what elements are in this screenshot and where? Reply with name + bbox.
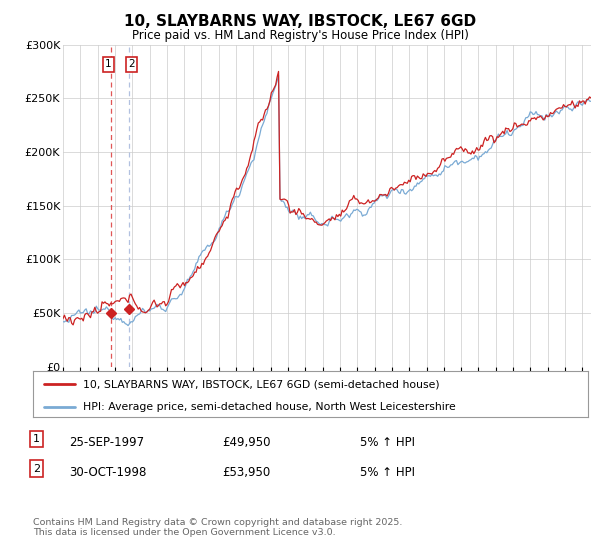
Text: 2: 2	[128, 59, 135, 69]
Text: 2: 2	[33, 464, 40, 474]
Text: £53,950: £53,950	[222, 466, 270, 479]
Text: Price paid vs. HM Land Registry's House Price Index (HPI): Price paid vs. HM Land Registry's House …	[131, 29, 469, 42]
Text: 1: 1	[33, 434, 40, 444]
Text: HPI: Average price, semi-detached house, North West Leicestershire: HPI: Average price, semi-detached house,…	[83, 402, 456, 412]
Text: Contains HM Land Registry data © Crown copyright and database right 2025.
This d: Contains HM Land Registry data © Crown c…	[33, 518, 403, 538]
Text: 10, SLAYBARNS WAY, IBSTOCK, LE67 6GD: 10, SLAYBARNS WAY, IBSTOCK, LE67 6GD	[124, 14, 476, 29]
Text: 5% ↑ HPI: 5% ↑ HPI	[360, 436, 415, 449]
Text: 30-OCT-1998: 30-OCT-1998	[69, 466, 146, 479]
Text: 5% ↑ HPI: 5% ↑ HPI	[360, 466, 415, 479]
Text: 10, SLAYBARNS WAY, IBSTOCK, LE67 6GD (semi-detached house): 10, SLAYBARNS WAY, IBSTOCK, LE67 6GD (se…	[83, 379, 440, 389]
Text: £49,950: £49,950	[222, 436, 271, 449]
Text: 25-SEP-1997: 25-SEP-1997	[69, 436, 144, 449]
Text: 1: 1	[105, 59, 112, 69]
